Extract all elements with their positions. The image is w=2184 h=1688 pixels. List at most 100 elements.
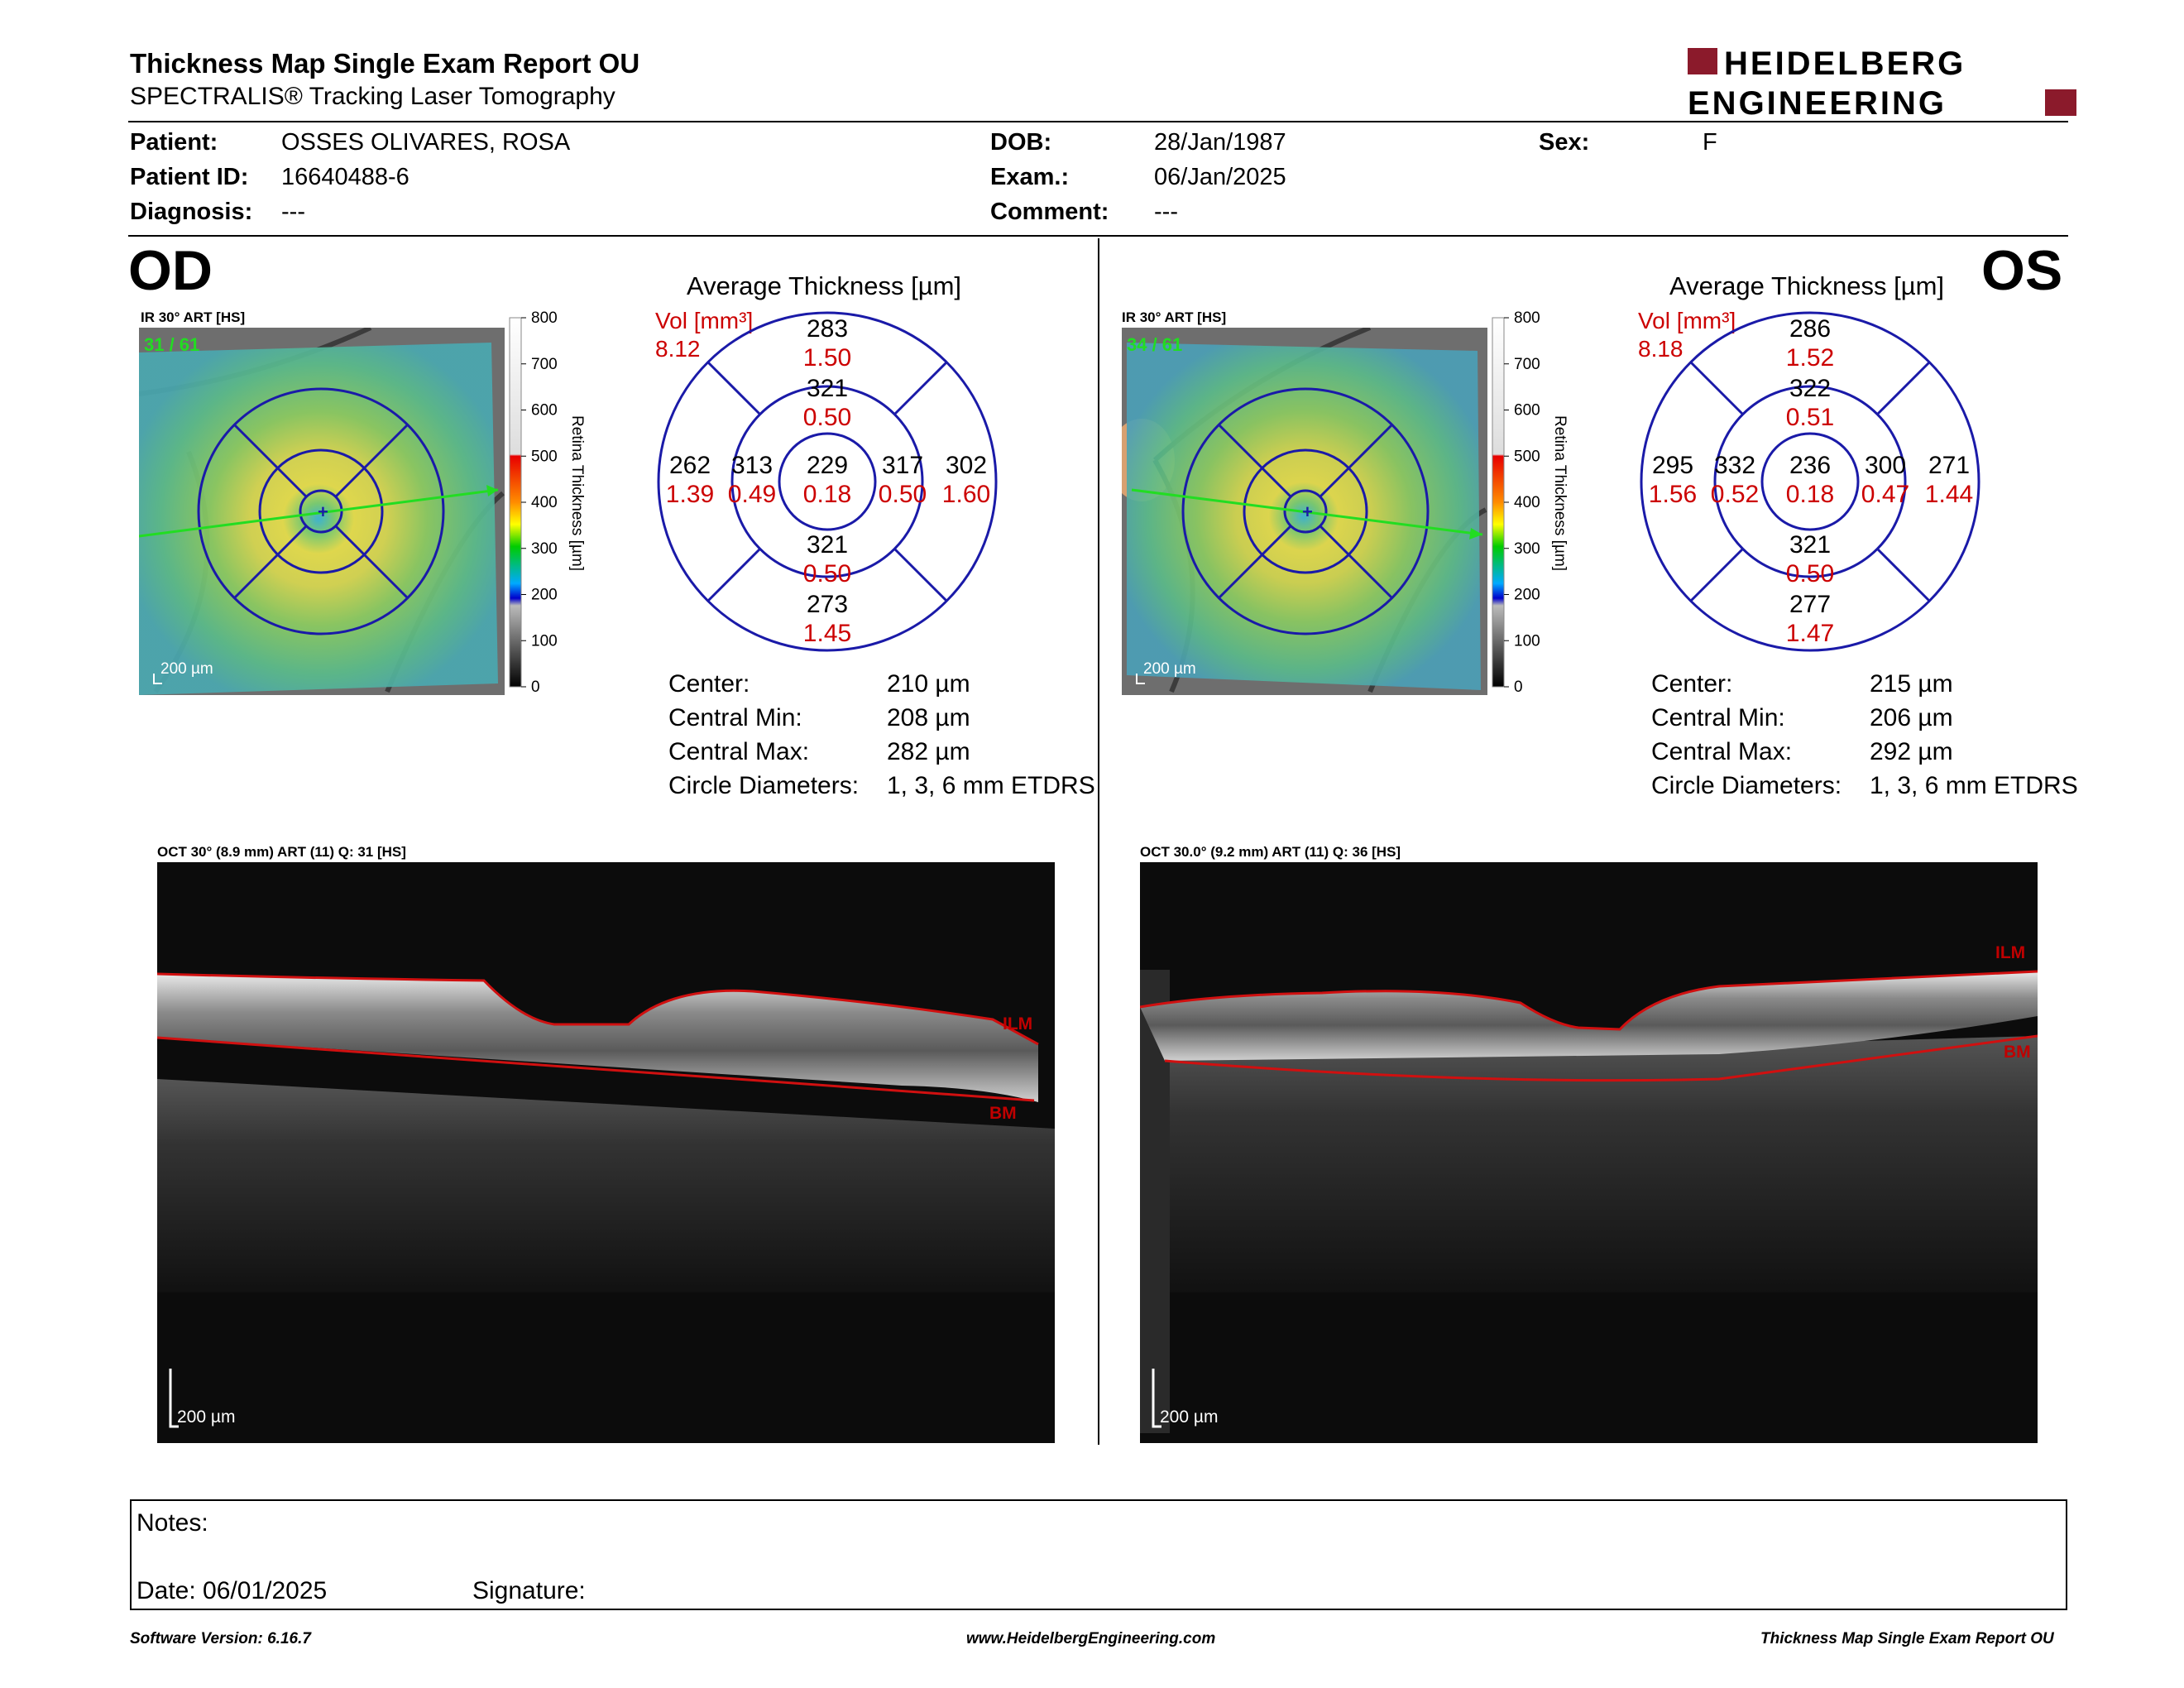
od-center-value: 210 µm <box>887 670 970 698</box>
od-min-label: Central Min: <box>668 704 802 731</box>
os-inner-inf-volume: 0.50 <box>1786 560 1834 587</box>
heidelberg-logo: HEIDELBERG ENGINEERING <box>1688 46 2076 122</box>
od-quality-text: 31 / 61 <box>144 334 199 355</box>
os-inner-right-volume: 0.47 <box>1861 481 1909 508</box>
os-map-scalebar <box>1136 674 1145 684</box>
os-outer-right-thickness: 271 <box>1928 452 1970 479</box>
os-min-label: Central Min: <box>1651 704 1785 731</box>
od-min-value: 208 µm <box>887 704 970 731</box>
exam-label: Exam.: <box>990 164 1070 190</box>
os-scan-arrow <box>1469 528 1482 539</box>
od-diam-value: 1, 3, 6 mm ETDRS <box>887 772 1095 799</box>
os-thickness-map: + 34 / 61 200 µm <box>1122 328 1487 695</box>
od-oct-label: OCT 30° (8.9 mm) ART (11) Q: 31 [HS] <box>157 844 406 860</box>
os-outer-left-thickness: 295 <box>1652 452 1693 479</box>
eye-divider <box>1098 238 1099 1445</box>
colorbar-tick-label: 200 <box>531 587 558 604</box>
patient-label: Patient: <box>130 129 218 156</box>
od-outer-right-volume: 1.60 <box>942 481 990 508</box>
colorbar-tick-label: 200 <box>1514 587 1540 604</box>
colorbar-tick-label: 0 <box>1514 679 1523 696</box>
od-inner-inf-thickness: 321 <box>807 531 848 559</box>
footer-website[interactable]: www.HeidelbergEngineering.com <box>966 1630 1216 1647</box>
od-inner-left-thickness: 313 <box>731 452 773 479</box>
colorbar-tick-label: 700 <box>531 356 558 373</box>
os-oct-bscan: ILM BM 200 µm <box>1140 862 2038 1443</box>
colorbar-tick-label: 800 <box>1514 309 1540 327</box>
colorbar-axis-label: Retina Thickness [µm] <box>1551 415 1569 571</box>
od-diam-label: Circle Diameters: <box>668 772 860 799</box>
od-inner-sup-volume: 0.50 <box>803 404 851 431</box>
od-inner-right-thickness: 317 <box>882 452 923 479</box>
od-inner-sup-thickness: 321 <box>807 375 848 402</box>
od-fovea-cross: + <box>318 501 328 522</box>
os-min-value: 206 µm <box>1870 704 1953 731</box>
od-outer-sup-thickness: 283 <box>807 315 848 343</box>
os-inner-sup-volume: 0.51 <box>1786 404 1834 431</box>
os-oct-label: OCT 30.0° (9.2 mm) ART (11) Q: 36 [HS] <box>1140 844 1401 860</box>
od-outer-right-thickness: 302 <box>946 452 987 479</box>
od-bm-line <box>157 1036 1035 1102</box>
notes-label: Notes: <box>136 1509 208 1537</box>
dob-value: 28/Jan/1987 <box>1154 129 1286 156</box>
os-map-scale-label: 200 µm <box>1143 660 1196 678</box>
os-diam-label: Circle Diameters: <box>1651 772 1842 799</box>
patient-id-label: Patient ID: <box>130 164 249 190</box>
report-title: Thickness Map Single Exam Report OU <box>130 48 640 79</box>
os-inner-left-volume: 0.52 <box>1711 481 1759 508</box>
diagnosis-label: Diagnosis: <box>130 199 253 225</box>
os-bm-label: BM <box>2004 1043 2031 1062</box>
footer-report-name: Thickness Map Single Exam Report OU <box>1760 1630 2054 1647</box>
os-diam-value: 1, 3, 6 mm ETDRS <box>1870 772 2078 799</box>
patient-rule <box>128 235 2068 237</box>
logo-line1: HEIDELBERG <box>1724 46 1966 82</box>
od-map-scalebar <box>153 674 162 684</box>
os-inner-inf-thickness: 321 <box>1789 531 1831 559</box>
od-avg-title: Average Thickness [µm] <box>687 271 962 300</box>
os-oct-scalebar <box>1152 1369 1161 1428</box>
colorbar-tick-label: 600 <box>531 402 558 420</box>
od-max-value: 282 µm <box>887 738 970 765</box>
od-vol-value: 8.12 <box>655 336 701 362</box>
od-vol-label: Vol [mm³] <box>655 308 754 333</box>
os-avg-title: Average Thickness [µm] <box>1669 271 1945 300</box>
od-outer-left-thickness: 262 <box>669 452 711 479</box>
colorbar-tick-label: 500 <box>1514 448 1540 465</box>
notes-box[interactable]: Notes: Date: 06/01/2025 Signature: <box>130 1499 2067 1610</box>
colorbar-tick-label: 100 <box>1514 632 1540 650</box>
colorbar-tick-label: 0 <box>531 679 540 696</box>
od-ilm-label: ILM <box>1003 1014 1032 1033</box>
comment-label: Comment: <box>990 199 1109 225</box>
os-max-value: 292 µm <box>1870 738 1953 765</box>
od-max-label: Central Max: <box>668 738 810 765</box>
od-ilm-line <box>157 972 1039 1046</box>
od-inner-right-volume: 0.50 <box>879 481 927 508</box>
od-oct-scalebar <box>169 1369 179 1428</box>
os-center-value: 215 µm <box>1870 670 1953 698</box>
dob-label: DOB: <box>990 129 1052 156</box>
od-scan-arrow <box>486 485 498 496</box>
os-outer-right-volume: 1.44 <box>1925 481 1973 508</box>
os-ilm-line <box>1140 970 2038 1031</box>
od-map-scale-label: 200 µm <box>160 660 213 678</box>
os-center-thickness: 236 <box>1789 452 1831 479</box>
od-scan-line <box>139 488 499 538</box>
os-outer-sup-thickness: 286 <box>1789 315 1831 343</box>
report-subtitle: SPECTRALIS® Tracking Laser Tomography <box>130 83 615 110</box>
os-scan-line <box>1131 488 1483 536</box>
notes-date: Date: 06/01/2025 <box>136 1577 328 1604</box>
colorbar-tick-label: 800 <box>531 309 558 327</box>
os-vol-label: Vol [mm³] <box>1638 308 1736 333</box>
colorbar-tick-label: 500 <box>531 448 558 465</box>
os-inner-right-thickness: 300 <box>1865 452 1906 479</box>
od-eye-label: OD <box>128 239 213 302</box>
sex-label: Sex: <box>1539 129 1590 156</box>
os-center-volume: 0.18 <box>1786 481 1834 508</box>
colorbar-tick-label: 400 <box>531 494 558 511</box>
od-map-label: IR 30° ART [HS] <box>141 309 246 325</box>
od-inner-left-volume: 0.49 <box>728 481 776 508</box>
os-map-label: IR 30° ART [HS] <box>1122 309 1227 325</box>
od-outer-inf-thickness: 273 <box>807 591 848 618</box>
od-inner-inf-volume: 0.50 <box>803 560 851 587</box>
os-max-label: Central Max: <box>1651 738 1793 765</box>
